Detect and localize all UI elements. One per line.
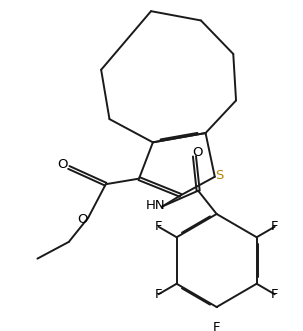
Text: F: F (271, 220, 278, 233)
Text: O: O (193, 146, 203, 159)
Text: F: F (155, 288, 162, 301)
Text: F: F (271, 288, 278, 301)
Text: O: O (77, 213, 88, 226)
Text: F: F (155, 220, 162, 233)
Text: F: F (213, 321, 220, 331)
Text: O: O (57, 158, 68, 171)
Text: HN: HN (145, 199, 165, 212)
Text: S: S (215, 169, 223, 182)
